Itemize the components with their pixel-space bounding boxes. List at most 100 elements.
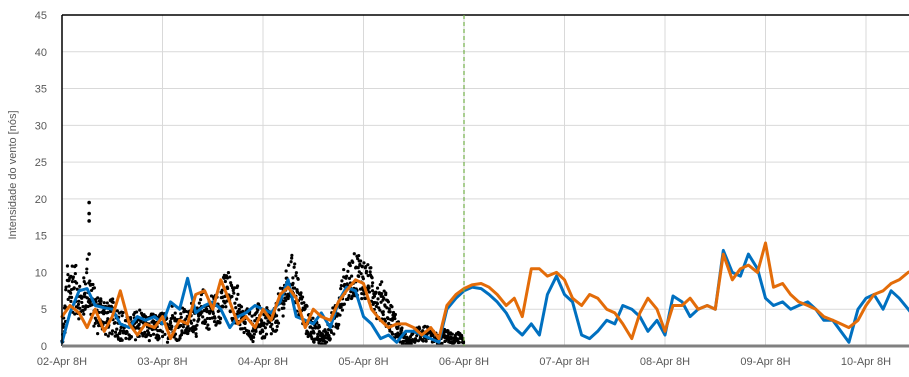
observed-point [312, 340, 316, 344]
observed-point [99, 299, 103, 303]
observed-point [228, 275, 232, 279]
observed-point [88, 279, 92, 283]
observed-point [91, 282, 95, 287]
observed-point [163, 332, 167, 336]
observed-point [179, 315, 183, 319]
observed-point [195, 323, 199, 327]
observed-point [393, 317, 397, 321]
observed-point [256, 308, 260, 312]
observed-point [361, 277, 365, 281]
observed-point [387, 321, 391, 326]
observed-point [450, 332, 454, 336]
observed-point [207, 327, 211, 331]
observed-point [81, 305, 85, 309]
observed-point [358, 263, 362, 267]
observed-point [416, 339, 420, 343]
observed-point [342, 267, 346, 272]
observed-point [85, 267, 89, 271]
observed-point [221, 305, 225, 309]
observed-point [446, 334, 450, 338]
observed-point [93, 321, 97, 325]
observed-point [158, 328, 162, 332]
observed-point [286, 296, 290, 301]
observed-point [369, 266, 373, 270]
y-tick-label: 15 [35, 231, 47, 243]
x-tick-label: 09-Apr 8H [740, 356, 790, 368]
observed-point [169, 327, 173, 331]
observed-point [192, 318, 196, 322]
observed-point [69, 299, 73, 303]
observed-point [197, 301, 201, 305]
observed-point [378, 282, 382, 287]
observed-point [197, 317, 201, 321]
observed-point [311, 316, 315, 320]
observed-point [151, 312, 155, 316]
x-tick-label: 05-Apr 8H [338, 356, 388, 368]
observed-point [242, 330, 246, 335]
observed-point [237, 307, 241, 311]
observed-point [247, 329, 251, 334]
observed-point [87, 200, 91, 205]
observed-point [345, 274, 349, 278]
observed-point [370, 289, 375, 293]
observed-point [96, 332, 100, 336]
observed-point [111, 300, 115, 304]
observed-point [378, 308, 382, 312]
observed-point [265, 306, 269, 310]
observed-point [381, 310, 385, 314]
observed-point [64, 285, 68, 289]
observed-point [220, 288, 224, 292]
observed-point [235, 284, 240, 288]
observed-point [241, 309, 245, 314]
observed-point [104, 332, 108, 336]
observed-point [284, 269, 288, 273]
observed-point [316, 332, 320, 336]
observed-point [87, 252, 91, 256]
observed-point [457, 340, 461, 345]
observed-point [386, 317, 390, 321]
observed-point [303, 306, 307, 311]
observed-point [73, 271, 77, 276]
observed-point [282, 306, 286, 310]
observed-point [82, 312, 86, 316]
x-tick-label: 10-Apr 8H [841, 356, 891, 368]
y-axis-label: Intensidade do vento [nós] [7, 110, 19, 239]
observed-point [179, 323, 183, 328]
observed-point [311, 326, 315, 330]
observed-point [326, 328, 331, 332]
observed-point [62, 322, 66, 326]
observed-point [110, 329, 115, 333]
observed-point [125, 330, 129, 334]
observed-point [417, 326, 422, 331]
observed-point [379, 300, 383, 304]
observed-point [305, 304, 309, 308]
observed-point [80, 295, 85, 299]
observed-point [233, 301, 237, 305]
observed-point [82, 279, 86, 284]
observed-point [357, 274, 361, 279]
observed-point [261, 329, 265, 333]
observed-point [67, 284, 71, 288]
observed-point [189, 321, 194, 325]
observed-point [111, 297, 115, 301]
observed-point [293, 286, 297, 290]
observed-point [292, 265, 296, 269]
observed-point [367, 286, 371, 290]
observed-point [277, 308, 281, 312]
observed-point [147, 331, 151, 335]
observed-point [218, 317, 223, 321]
observed-point [87, 211, 91, 216]
observed-point [264, 332, 269, 336]
observed-point [302, 301, 306, 305]
observed-point [239, 305, 244, 309]
observed-point [371, 281, 375, 285]
observed-point [250, 314, 254, 318]
observed-point [232, 291, 236, 295]
observed-point [78, 306, 82, 310]
observed-point [226, 270, 231, 275]
observed-point [188, 327, 192, 331]
observed-point [290, 256, 294, 260]
observed-point [231, 288, 235, 293]
